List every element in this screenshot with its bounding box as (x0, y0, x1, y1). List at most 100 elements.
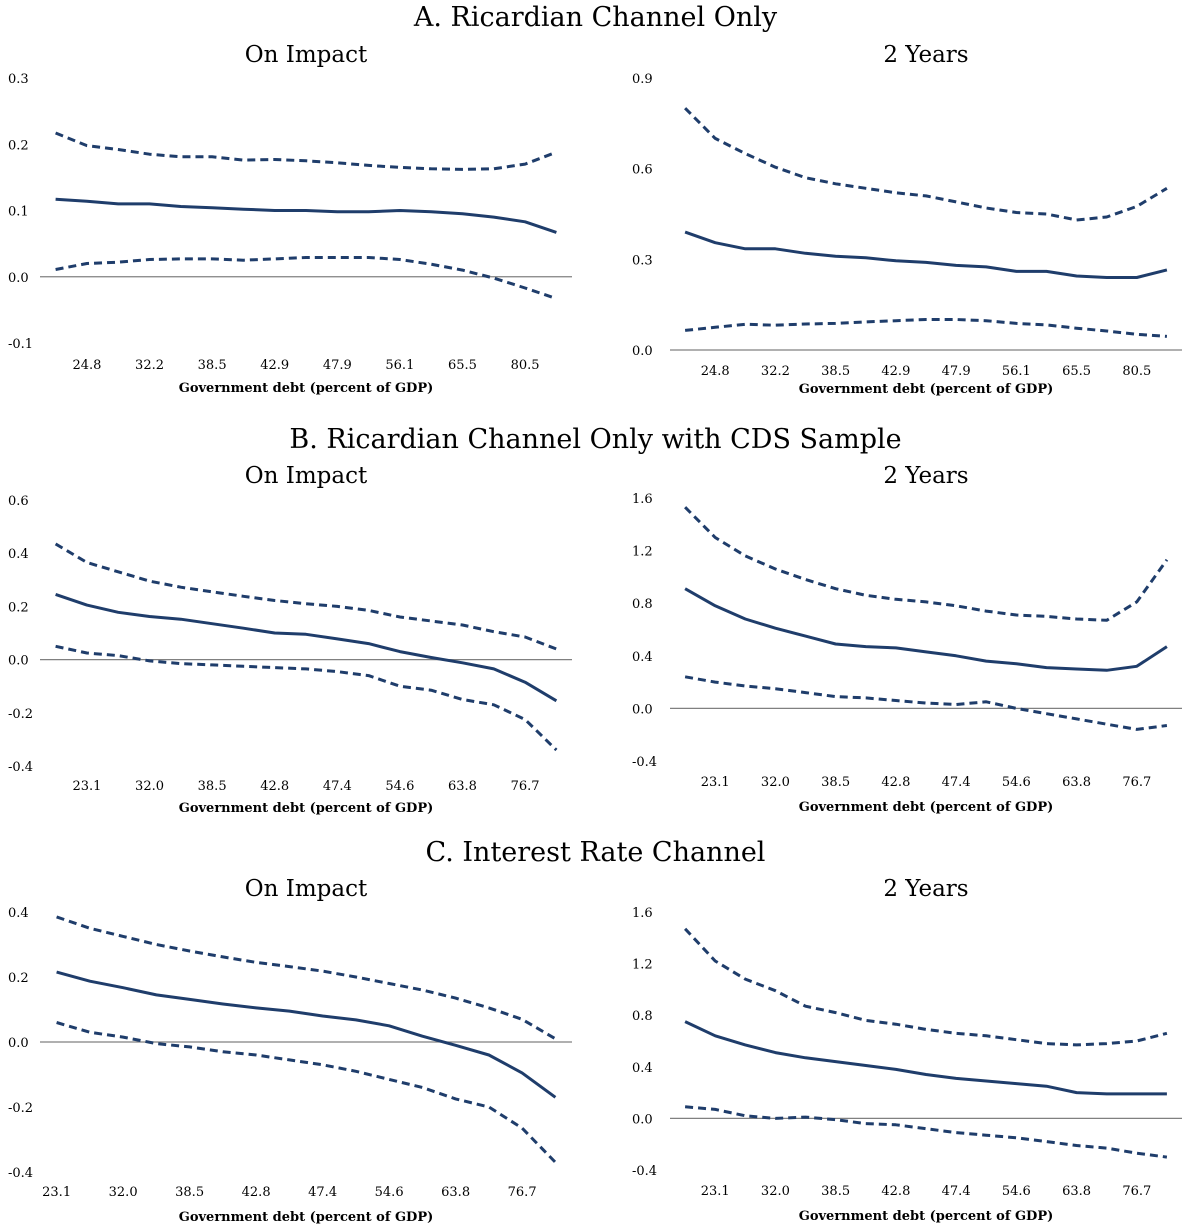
chart-4-xtick-label: 76.7 (1122, 775, 1151, 790)
chart-4-ytick-label: 0.4 (632, 650, 653, 665)
chart-1-xtick-label: 32.2 (135, 358, 164, 373)
chart-6-upper-bound-line (684, 927, 1168, 1047)
chart-5-lower-bound-line (56, 1021, 557, 1164)
chart-6-ytick-label: 0.4 (632, 1061, 653, 1076)
chart-4-ytick-label: 1.2 (632, 545, 653, 560)
chart-4-upper-bound-line (684, 506, 1169, 622)
chart-4-ytick-label: 0.8 (632, 597, 653, 612)
chart-3-ytick-label: 0.4 (8, 547, 29, 562)
chart-5-ytick-label: -0.4 (8, 1166, 33, 1181)
chart-2-lower-bound-line (684, 318, 1168, 338)
chart-5-title: On Impact (245, 876, 368, 902)
chart-6-xtick-label: 42.8 (881, 1184, 910, 1199)
chart-1-xtick-label: 47.9 (323, 358, 352, 373)
chart-5-xtick-label: 32.0 (109, 1185, 138, 1200)
chart-5-ytick-label: 0.4 (8, 906, 29, 921)
chart-2-xtick-label: 32.2 (761, 364, 790, 379)
chart-2-xtick-label: 56.1 (1002, 364, 1031, 379)
chart-4-xtick-label: 38.5 (821, 775, 850, 790)
chart-2-ytick-label: 0.6 (632, 163, 653, 178)
chart-6-xtick-label: 32.0 (761, 1184, 790, 1199)
chart-6-title: 2 Years (883, 876, 968, 902)
chart-3-xtick-label: 42.8 (260, 779, 289, 794)
panel-c-title: C. Interest Rate Channel (425, 837, 766, 868)
chart-3-xtick-label: 47.4 (323, 779, 352, 794)
chart-6-lower-bound-line (684, 1105, 1168, 1159)
chart-1-estimate-line (55, 197, 557, 234)
chart-4-xtick-label: 23.1 (701, 775, 730, 790)
chart-3-title: On Impact (245, 463, 368, 489)
chart-3-xtick-label: 76.7 (511, 779, 540, 794)
chart-6-ytick-label: 0.0 (632, 1112, 653, 1127)
chart-3-ytick-label: -0.2 (8, 707, 33, 722)
chart-5-xtick-label: 76.7 (508, 1185, 537, 1200)
chart-1-title: On Impact (245, 42, 368, 68)
chart-2-xlabel: Government debt (percent of GDP) (799, 382, 1054, 397)
chart-4-xlabel: Government debt (percent of GDP) (799, 800, 1054, 815)
chart-6-ytick-label: 0.8 (632, 1009, 653, 1024)
chart-6-xtick-label: 38.5 (821, 1184, 850, 1199)
chart-4-xtick-label: 32.0 (761, 775, 790, 790)
chart-1-xtick-label: 65.5 (448, 358, 477, 373)
chart-5-ytick-label: 0.2 (8, 971, 29, 986)
chart-3-xtick-label: 32.0 (135, 779, 164, 794)
chart-6-xtick-label: 47.4 (942, 1184, 971, 1199)
chart-1-lower-bound-line (55, 256, 557, 301)
chart-2-xtick-label: 42.9 (881, 364, 910, 379)
chart-4-xtick-label: 47.4 (942, 775, 971, 790)
chart-6-xtick-label: 54.6 (1002, 1184, 1031, 1199)
chart-2-upper-bound-line (684, 107, 1168, 222)
chart-6-xlabel: Government debt (percent of GDP) (799, 1209, 1054, 1224)
chart-2-ytick-label: 0.9 (632, 72, 653, 87)
chart-4-ytick-label: 0.0 (632, 702, 653, 717)
panel-a-title: A. Ricardian Channel Only (413, 2, 778, 33)
chart-6-xtick-label: 76.7 (1122, 1184, 1151, 1199)
chart-5-xtick-label: 38.5 (175, 1185, 204, 1200)
chart-3-xtick-label: 63.8 (448, 779, 477, 794)
chart-3-xtick-label: 54.6 (385, 779, 414, 794)
chart-3-xtick-label: 23.1 (72, 779, 101, 794)
chart-1-ytick-label: 0.1 (8, 205, 29, 220)
chart-2-ytick-label: 0.0 (632, 344, 653, 359)
chart-5-estimate-line (56, 970, 557, 1099)
chart-1-ytick-label: 0.2 (8, 138, 29, 153)
chart-4-title: 2 Years (883, 463, 968, 489)
chart-5-xtick-label: 23.1 (42, 1185, 71, 1200)
chart-2-xtick-label: 65.5 (1062, 364, 1091, 379)
chart-5-xtick-label: 63.8 (441, 1185, 470, 1200)
chart-3-ytick-label: -0.4 (8, 760, 33, 775)
chart-5-upper-bound-line (56, 915, 557, 1041)
chart-2-xtick-label: 38.5 (821, 364, 850, 379)
chart-4-xtick-label: 54.6 (1002, 775, 1031, 790)
chart-4-xtick-label: 42.8 (881, 775, 910, 790)
chart-6-estimate-line (684, 1020, 1167, 1096)
chart-3-estimate-line (55, 592, 558, 703)
chart-5-xtick-label: 42.8 (242, 1185, 271, 1200)
chart-5-ytick-label: -0.2 (8, 1101, 33, 1116)
chart-6-xtick-label: 63.8 (1062, 1184, 1091, 1199)
chart-1-upper-bound-line (55, 131, 557, 171)
chart-2-xtick-label: 47.9 (942, 364, 971, 379)
chart-1-ytick-label: -0.1 (8, 337, 33, 352)
panel-b-title: B. Ricardian Channel Only with CDS Sampl… (289, 424, 902, 455)
chart-6-xtick-label: 23.1 (701, 1184, 730, 1199)
chart-1-xtick-label: 38.5 (198, 358, 227, 373)
chart-4-xtick-label: 63.8 (1062, 775, 1091, 790)
chart-3-xtick-label: 38.5 (198, 779, 227, 794)
chart-1-ytick-label: 0.3 (8, 72, 29, 87)
chart-4-estimate-line (684, 587, 1168, 672)
chart-2-ytick-label: 0.3 (632, 253, 653, 268)
chart-5-ytick-label: 0.0 (8, 1036, 29, 1051)
chart-2-xtick-label: 24.8 (701, 364, 730, 379)
chart-3-lower-bound-line (55, 644, 558, 752)
chart-3-xlabel: Government debt (percent of GDP) (179, 801, 434, 816)
chart-5-xlabel: Government debt (percent of GDP) (179, 1210, 434, 1225)
chart-4-lower-bound-line (684, 675, 1168, 731)
chart-1-xtick-label: 80.5 (511, 358, 540, 373)
chart-4-ytick-label: 1.6 (632, 492, 653, 507)
chart-3-ytick-label: 0.0 (8, 654, 29, 669)
chart-6-ytick-label: 1.6 (632, 906, 653, 921)
chart-6-ytick-label: -0.4 (632, 1164, 657, 1179)
chart-1-xtick-label: 42.9 (260, 358, 289, 373)
